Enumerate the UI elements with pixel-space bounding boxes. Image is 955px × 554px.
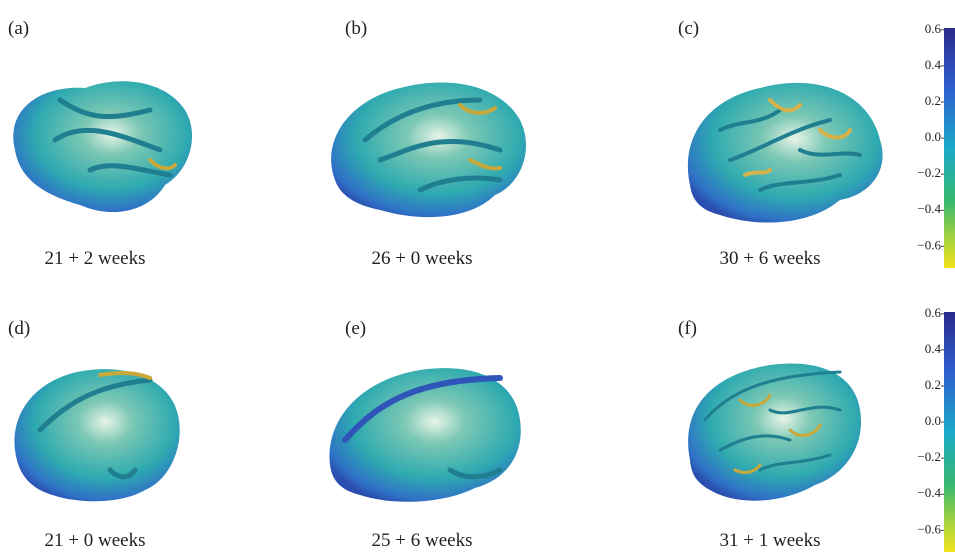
colorbar: [944, 312, 955, 552]
panel-label: (c): [678, 18, 699, 39]
colorbar: [944, 28, 955, 268]
tick-label: −0.2: [917, 165, 941, 180]
brain-d: [14, 369, 179, 501]
brain-a: [13, 81, 192, 212]
tick-label: −0.6: [917, 237, 941, 252]
panel-label: (f): [678, 318, 697, 339]
tick-label: 0.6: [925, 21, 942, 36]
panel-caption: 31 + 1 weeks: [720, 530, 821, 551]
panel-label: (a): [8, 18, 29, 39]
tick-label: 0.2: [925, 93, 941, 108]
brain-b: [331, 83, 526, 218]
panel-caption: 26 + 0 weeks: [372, 248, 473, 269]
brain-c: [688, 83, 883, 223]
panel-label: (e): [345, 318, 366, 339]
tick-label: −0.6: [917, 521, 941, 536]
tick-label: −0.4: [917, 485, 941, 500]
tick-label: −0.2: [917, 449, 941, 464]
brain-e: [330, 368, 521, 502]
panel-caption: 21 + 2 weeks: [45, 248, 146, 269]
panel-caption: 25 + 6 weeks: [372, 530, 473, 551]
figure: (a) (b) (c) (d) (e) (f) 21 + 2 weeks 26 …: [0, 0, 955, 554]
tick-label: −0.4: [917, 201, 941, 216]
panel-label: (b): [345, 18, 367, 39]
brain-f: [688, 363, 861, 500]
tick-label: 0.0: [925, 129, 941, 144]
panel-caption: 30 + 6 weeks: [720, 248, 821, 269]
tick-label: 0.4: [925, 341, 942, 356]
tick-label: 0.2: [925, 377, 941, 392]
tick-label: 0.0: [925, 413, 941, 428]
panel-label: (d): [8, 318, 30, 339]
panel-caption: 21 + 0 weeks: [45, 530, 146, 551]
tick-label: 0.4: [925, 57, 942, 72]
tick-label: 0.6: [925, 305, 942, 320]
